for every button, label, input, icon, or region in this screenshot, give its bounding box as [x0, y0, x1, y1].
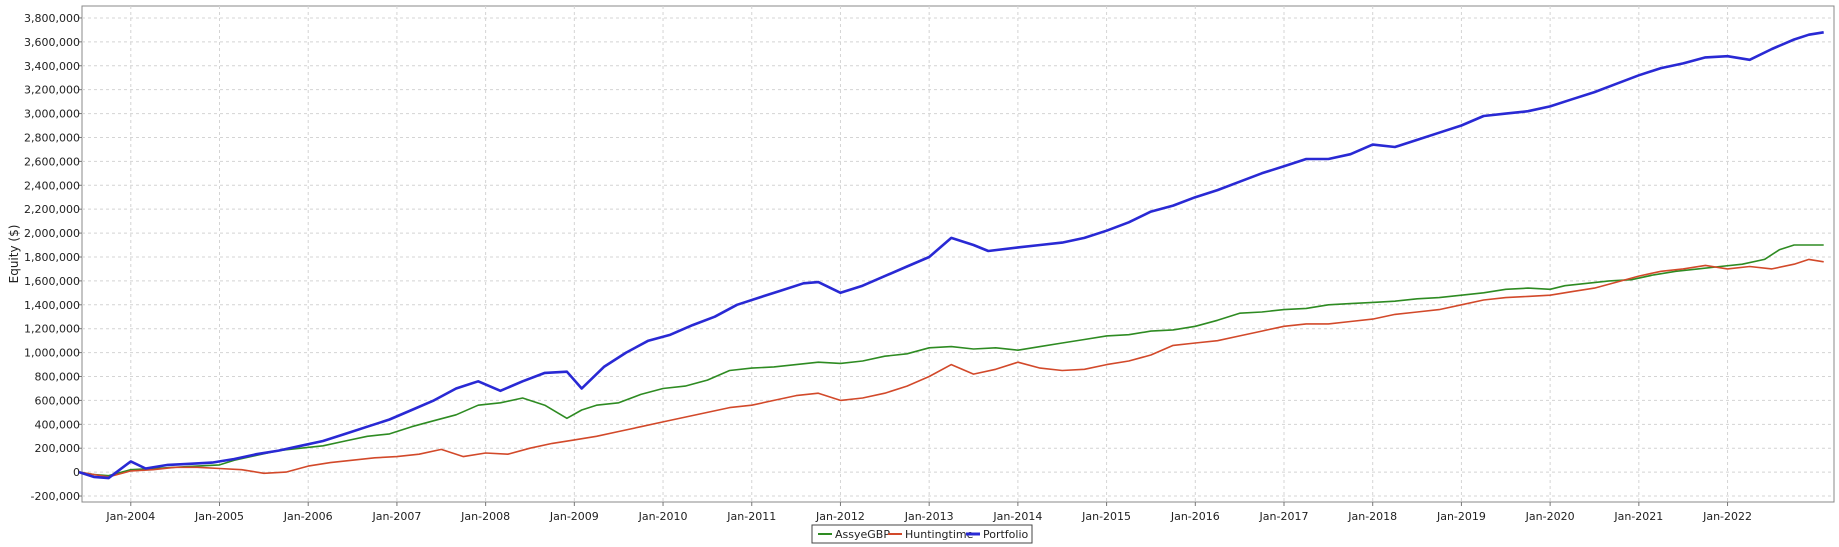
series-line-assyegbp	[78, 244, 1824, 477]
legend-label: Portfolio	[983, 528, 1029, 541]
series-lines	[78, 31, 1824, 480]
y-tick-label: 1,000,000	[24, 347, 80, 360]
series-assyegbp	[78, 244, 1824, 477]
y-tick-label: 2,800,000	[24, 131, 80, 144]
y-tick-label: 3,800,000	[24, 12, 80, 25]
legend-item-huntingtime: Huntingtime	[888, 528, 974, 541]
series-line-portfolio	[78, 31, 1824, 480]
x-tick-label: Jan-2011	[726, 510, 776, 523]
legend-label: AssyeGBP	[835, 528, 890, 541]
y-tick-label: 3,000,000	[24, 108, 80, 121]
x-tick-label: Jan-2018	[1347, 510, 1397, 523]
series-portfolio	[78, 31, 1824, 480]
x-tick-label: Jan-2021	[1613, 510, 1663, 523]
y-axis-title: Equity ($)	[7, 225, 21, 284]
x-tick-label: Jan-2015	[1081, 510, 1131, 523]
y-tick-label: 800,000	[35, 371, 81, 384]
series-line-huntingtime	[78, 258, 1824, 478]
plot-background	[81, 5, 1835, 503]
x-tick-label: Jan-2013	[904, 510, 954, 523]
series-huntingtime	[78, 258, 1824, 478]
y-tick-label: 3,200,000	[24, 84, 80, 97]
y-tick-label: 2,200,000	[24, 203, 80, 216]
legend-box	[811, 524, 1033, 544]
x-tick-label: Jan-2017	[1259, 510, 1309, 523]
x-tick-label: Jan-2019	[1436, 510, 1486, 523]
y-tick-label: 200,000	[35, 442, 81, 455]
x-tick-label: Jan-2022	[1702, 510, 1752, 523]
y-tick-label: 2,600,000	[24, 155, 80, 168]
x-tick-label: Jan-2008	[460, 510, 510, 523]
y-tick-label: 1,400,000	[24, 299, 80, 312]
legend: AssyeGBP Huntingtime Portfolio	[811, 524, 1033, 544]
x-axis-ticks: Jan-2004 Jan-2005 Jan-2006 Jan-2007 Jan-2008…	[105, 502, 1752, 523]
y-axis-ticks: -200,000 0 200,000 400,000 600,000 800,000 1,0…	[24, 12, 82, 503]
y-tick-label: 0	[73, 466, 80, 479]
legend-item-portfolio: Portfolio	[966, 528, 1029, 541]
y-tick-label: 3,600,000	[24, 36, 80, 49]
x-tick-label: Jan-2006	[283, 510, 333, 523]
legend-label: Huntingtime	[905, 528, 974, 541]
x-tick-label: Jan-2012	[815, 510, 865, 523]
y-tick-label: 400,000	[35, 418, 81, 431]
y-tick-label: 2,000,000	[24, 227, 80, 240]
grid-lines	[82, 6, 1834, 502]
y-tick-label: 600,000	[35, 394, 81, 407]
y-tick-label: 1,600,000	[24, 275, 80, 288]
legend-item-assyegbp: AssyeGBP	[818, 528, 890, 541]
x-tick-label: Jan-2010	[638, 510, 688, 523]
y-tick-label: 1,200,000	[24, 323, 80, 336]
x-tick-label: Jan-2009	[549, 510, 599, 523]
y-tick-label: 2,400,000	[24, 179, 80, 192]
y-tick-label: 3,400,000	[24, 60, 80, 73]
x-tick-label: Jan-2004	[105, 510, 155, 523]
x-tick-label: Jan-2020	[1525, 510, 1575, 523]
x-tick-label: Jan-2007	[371, 510, 421, 523]
y-tick-label: 1,800,000	[24, 251, 80, 264]
x-tick-label: Jan-2016	[1170, 510, 1220, 523]
y-tick-label: -200,000	[31, 490, 80, 503]
x-tick-label: Jan-2005	[194, 510, 244, 523]
x-tick-label: Jan-2014	[992, 510, 1042, 523]
